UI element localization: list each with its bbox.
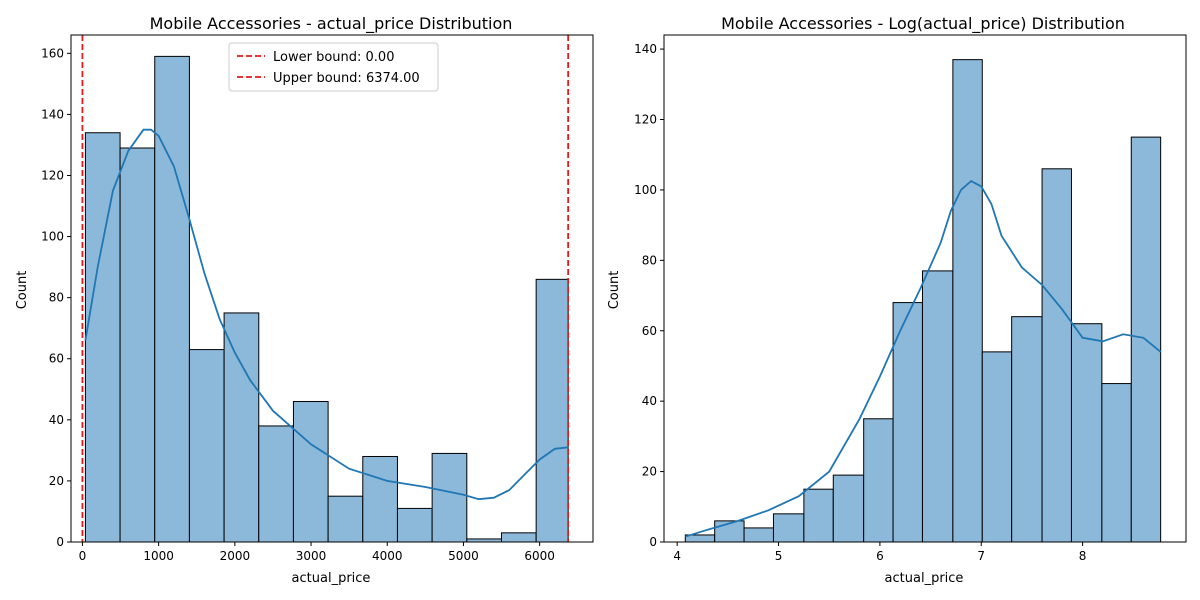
histogram-bar <box>292 401 329 543</box>
histogram-bar <box>1070 323 1103 543</box>
x-tick-label: 1000 <box>143 549 174 563</box>
histogram-bar <box>188 349 225 543</box>
kde-line <box>84 128 569 501</box>
y-tick-label: 40 <box>49 413 64 427</box>
histogram-bar <box>223 312 260 543</box>
histogram-bar <box>535 278 569 543</box>
histogram-bar <box>1041 168 1072 543</box>
histogram-bar <box>362 455 398 543</box>
x-tick-label: 5 <box>775 549 783 563</box>
y-tick-label: 100 <box>634 183 657 197</box>
plot-frame <box>70 34 594 543</box>
histogram-bars <box>684 59 1162 543</box>
histogram-bar <box>396 507 433 543</box>
y-tick-label: 60 <box>49 352 64 366</box>
bound-lines <box>81 35 570 542</box>
y-tick-label: 80 <box>49 291 64 305</box>
legend-label: Lower bound: 0.00 <box>273 50 394 65</box>
histogram-bar <box>863 418 894 543</box>
y-tick-label: 40 <box>642 394 657 408</box>
y-axis-label: Count <box>607 271 622 310</box>
histogram-bar <box>832 474 865 543</box>
x-axis-ticks: 0 1000 2000 3000 4000 5000 6000 <box>79 542 555 563</box>
axes <box>663 34 1187 543</box>
y-tick-label: 0 <box>649 535 657 549</box>
kde-line <box>685 180 1162 538</box>
histogram-bar <box>154 55 190 543</box>
y-tick-label: 120 <box>634 113 657 127</box>
y-axis-ticks: 0 20 40 60 80 100 120 140 160 <box>41 46 71 549</box>
histogram-bar <box>258 425 294 543</box>
y-tick-label: 140 <box>634 42 657 56</box>
x-tick-label: 6 <box>876 549 884 563</box>
x-tick-label: 2000 <box>220 549 251 563</box>
histogram-bar <box>772 513 805 543</box>
x-tick-label: 4 <box>673 549 681 563</box>
histogram-bar <box>500 532 537 543</box>
plot-frame <box>663 34 1187 543</box>
histogram-bar <box>981 351 1013 543</box>
y-tick-label: 120 <box>41 168 64 182</box>
chart-title: Mobile Accessories - Log(actual_price) D… <box>721 14 1125 34</box>
y-axis-label: Count <box>15 271 30 310</box>
histogram-bar <box>327 495 364 543</box>
histogram-bar <box>1011 316 1043 543</box>
y-tick-label: 140 <box>41 107 64 121</box>
y-tick-label: 0 <box>56 535 64 549</box>
chart-actual-price: Mobile Accessories - actual_price Distri… <box>15 14 594 586</box>
y-tick-label: 60 <box>642 324 657 338</box>
x-tick-label: 5000 <box>448 549 479 563</box>
histogram-bar <box>1101 383 1132 543</box>
histogram-bar <box>803 488 834 543</box>
x-tick-label: 8 <box>1079 549 1087 563</box>
x-axis-ticks: 4 5 6 7 8 <box>673 542 1086 563</box>
histogram-bars <box>84 55 569 543</box>
histogram-bar <box>921 270 954 543</box>
x-axis-label: actual_price <box>885 571 964 586</box>
x-tick-label: 0 <box>79 549 87 563</box>
histogram-bar <box>743 527 774 543</box>
histogram-bar <box>84 132 121 543</box>
kde-curve <box>685 180 1162 538</box>
y-tick-label: 160 <box>41 46 64 60</box>
histogram-bar <box>952 59 983 543</box>
chart-log-actual-price: Mobile Accessories - Log(actual_price) D… <box>607 14 1187 586</box>
x-tick-label: 6000 <box>524 549 555 563</box>
y-tick-label: 20 <box>49 474 64 488</box>
kde-curve <box>84 128 569 501</box>
legend-label: Upper bound: 6374.00 <box>273 71 420 86</box>
histogram-bar <box>119 147 156 543</box>
x-tick-label: 3000 <box>296 549 327 563</box>
x-tick-label: 7 <box>977 549 985 563</box>
y-tick-label: 20 <box>642 465 657 479</box>
y-tick-label: 80 <box>642 253 657 267</box>
chart-title: Mobile Accessories - actual_price Distri… <box>150 14 513 34</box>
x-axis-label: actual_price <box>292 571 371 586</box>
x-tick-label: 4000 <box>372 549 403 563</box>
legend-box <box>228 42 439 92</box>
y-tick-label: 100 <box>41 230 64 244</box>
legend: Lower bound: 0.00 Upper bound: 6374.00 <box>228 42 439 92</box>
y-axis-ticks: 0 20 40 60 80 100 120 140 <box>634 42 664 549</box>
histogram-bar <box>892 302 923 543</box>
axes <box>70 34 594 543</box>
histogram-bar <box>431 452 468 543</box>
